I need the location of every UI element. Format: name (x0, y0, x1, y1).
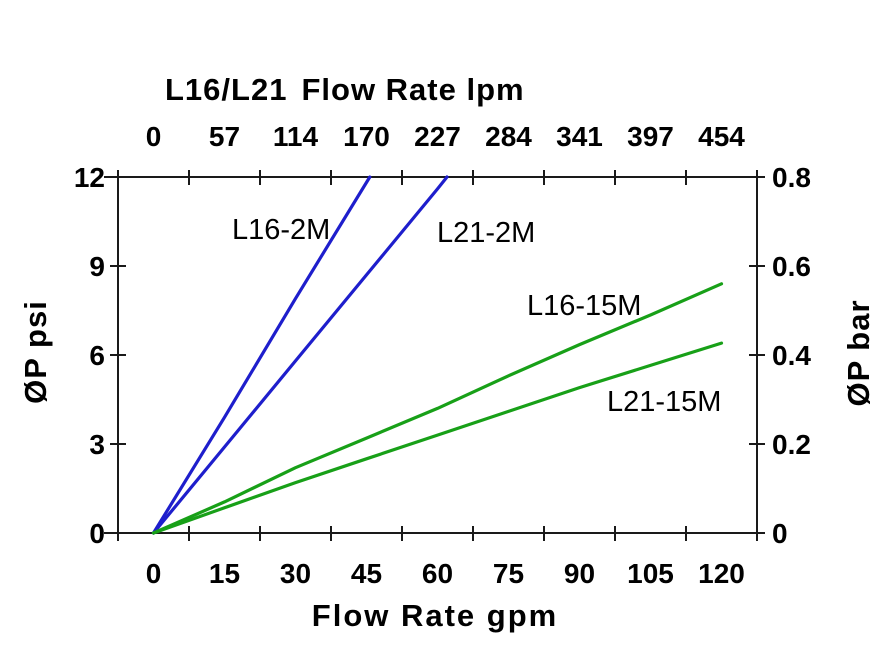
x-tick-label-bottom: 45 (351, 558, 382, 589)
x-tick-label-top: 57 (209, 121, 240, 152)
y-tick-label-left: 0 (89, 518, 105, 549)
chart-title-top-axis: Flow Rate lpm (301, 72, 525, 107)
x-tick-label-bottom: 90 (564, 558, 595, 589)
x-tick-label-top: 170 (343, 121, 390, 152)
x-tick-label-bottom: 105 (627, 558, 674, 589)
series-line-L16-2M (151, 175, 372, 535)
y-tick-label-left: 6 (89, 340, 105, 371)
y-tick-label-right: 0.2 (772, 429, 811, 460)
x-tick-label-top: 397 (627, 121, 674, 152)
x-tick-label-top: 0 (146, 121, 162, 152)
x-tick-label-top: 284 (485, 121, 532, 152)
chart-title-model: L16/L21 (165, 72, 288, 107)
series-label-L21-2M: L21-2M (437, 217, 535, 249)
series-line-L21-2M (151, 175, 449, 535)
y-tick-label-right: 0.6 (772, 251, 811, 282)
x-tick-label-bottom: 75 (493, 558, 524, 589)
y-tick-label-right: 0 (772, 518, 788, 549)
y-tick-label-right: 0.8 (772, 162, 811, 193)
chart-title: L16/L21 Flow Rate lpm (165, 72, 525, 108)
series-label-L21-15M: L21-15M (607, 386, 721, 418)
x-axis-title-bottom: Flow Rate gpm (311, 598, 559, 633)
x-tick-label-bottom: 120 (698, 558, 745, 589)
x-tick-label-bottom: 0 (146, 558, 162, 589)
x-tick-label-top: 114 (273, 121, 319, 152)
x-tick-label-bottom: 30 (280, 558, 311, 589)
x-tick-label-bottom: 15 (209, 558, 240, 589)
y-tick-label-left: 12 (74, 162, 105, 193)
series-line-L21-15M (151, 341, 724, 535)
x-tick-label-top: 227 (414, 121, 461, 152)
series-label-L16-2M: L16-2M (232, 214, 330, 246)
x-tick-label-top: 341 (556, 121, 603, 152)
y-tick-label-right: 0.4 (772, 340, 811, 371)
y-tick-label-left: 3 (89, 429, 105, 460)
series-line-L16-15M (151, 282, 724, 535)
y-tick-label-left: 9 (89, 251, 105, 282)
series-label-L16-15M: L16-15M (527, 290, 641, 322)
x-tick-label-top: 454 (698, 121, 745, 152)
x-tick-label-bottom: 60 (422, 558, 453, 589)
